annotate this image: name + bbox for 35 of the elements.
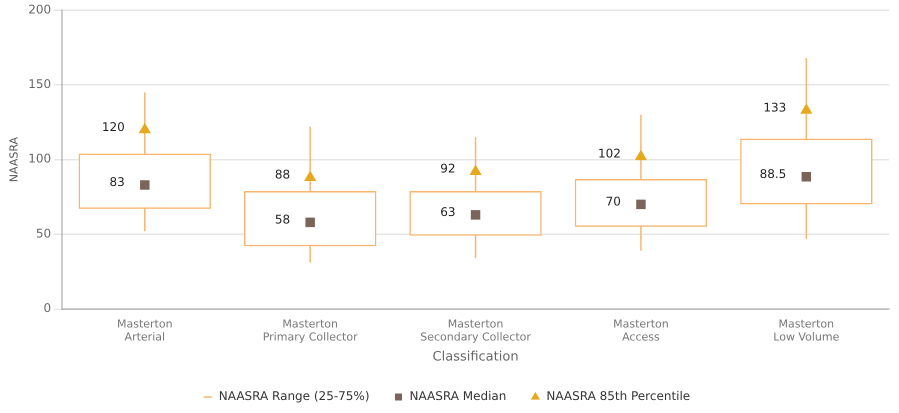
point xyxy=(470,210,480,220)
x-tick-label: Masterton Arterial xyxy=(116,317,173,344)
data-label: 70 xyxy=(606,194,621,209)
y-tick-label: 50 xyxy=(36,226,52,240)
point xyxy=(635,150,647,160)
point xyxy=(139,123,150,134)
y-tick-label: 100 xyxy=(28,152,52,166)
data-label: 120 xyxy=(102,120,125,134)
y-axis-title: NAASRA xyxy=(7,136,20,182)
data-label: 88 xyxy=(274,168,290,182)
point xyxy=(636,200,646,210)
y-tick-label: 200 xyxy=(28,2,52,16)
point xyxy=(304,171,316,182)
y-tick-label: 150 xyxy=(28,77,52,92)
x-tick-label: Masterton Secondary Collector xyxy=(420,317,532,344)
y-tick-label: 0 xyxy=(43,301,52,316)
legend-label: NAASRA 85th Percentile xyxy=(546,389,690,404)
x-tick-label: Masterton Access xyxy=(613,317,669,344)
point xyxy=(305,218,315,228)
data-label: 88.5 xyxy=(760,166,786,181)
data-label: 92 xyxy=(440,162,456,176)
data-label: 58 xyxy=(274,212,290,226)
x-tick-label: Masterton Primary Collector xyxy=(262,317,358,344)
point xyxy=(800,104,812,114)
x-tick-label: Masterton Low Volume xyxy=(773,317,840,344)
data-label: 102 xyxy=(598,146,621,161)
x-axis-title: Classification xyxy=(432,350,519,365)
data-label: 63 xyxy=(440,205,456,220)
point xyxy=(802,172,812,182)
point xyxy=(140,180,150,190)
data-label: 83 xyxy=(110,175,125,190)
point xyxy=(470,165,482,176)
legend-label: NAASRA Median xyxy=(410,389,506,404)
data-label: 133 xyxy=(763,100,786,114)
legend-label: NAASRA Range (25-75%) xyxy=(218,389,370,404)
